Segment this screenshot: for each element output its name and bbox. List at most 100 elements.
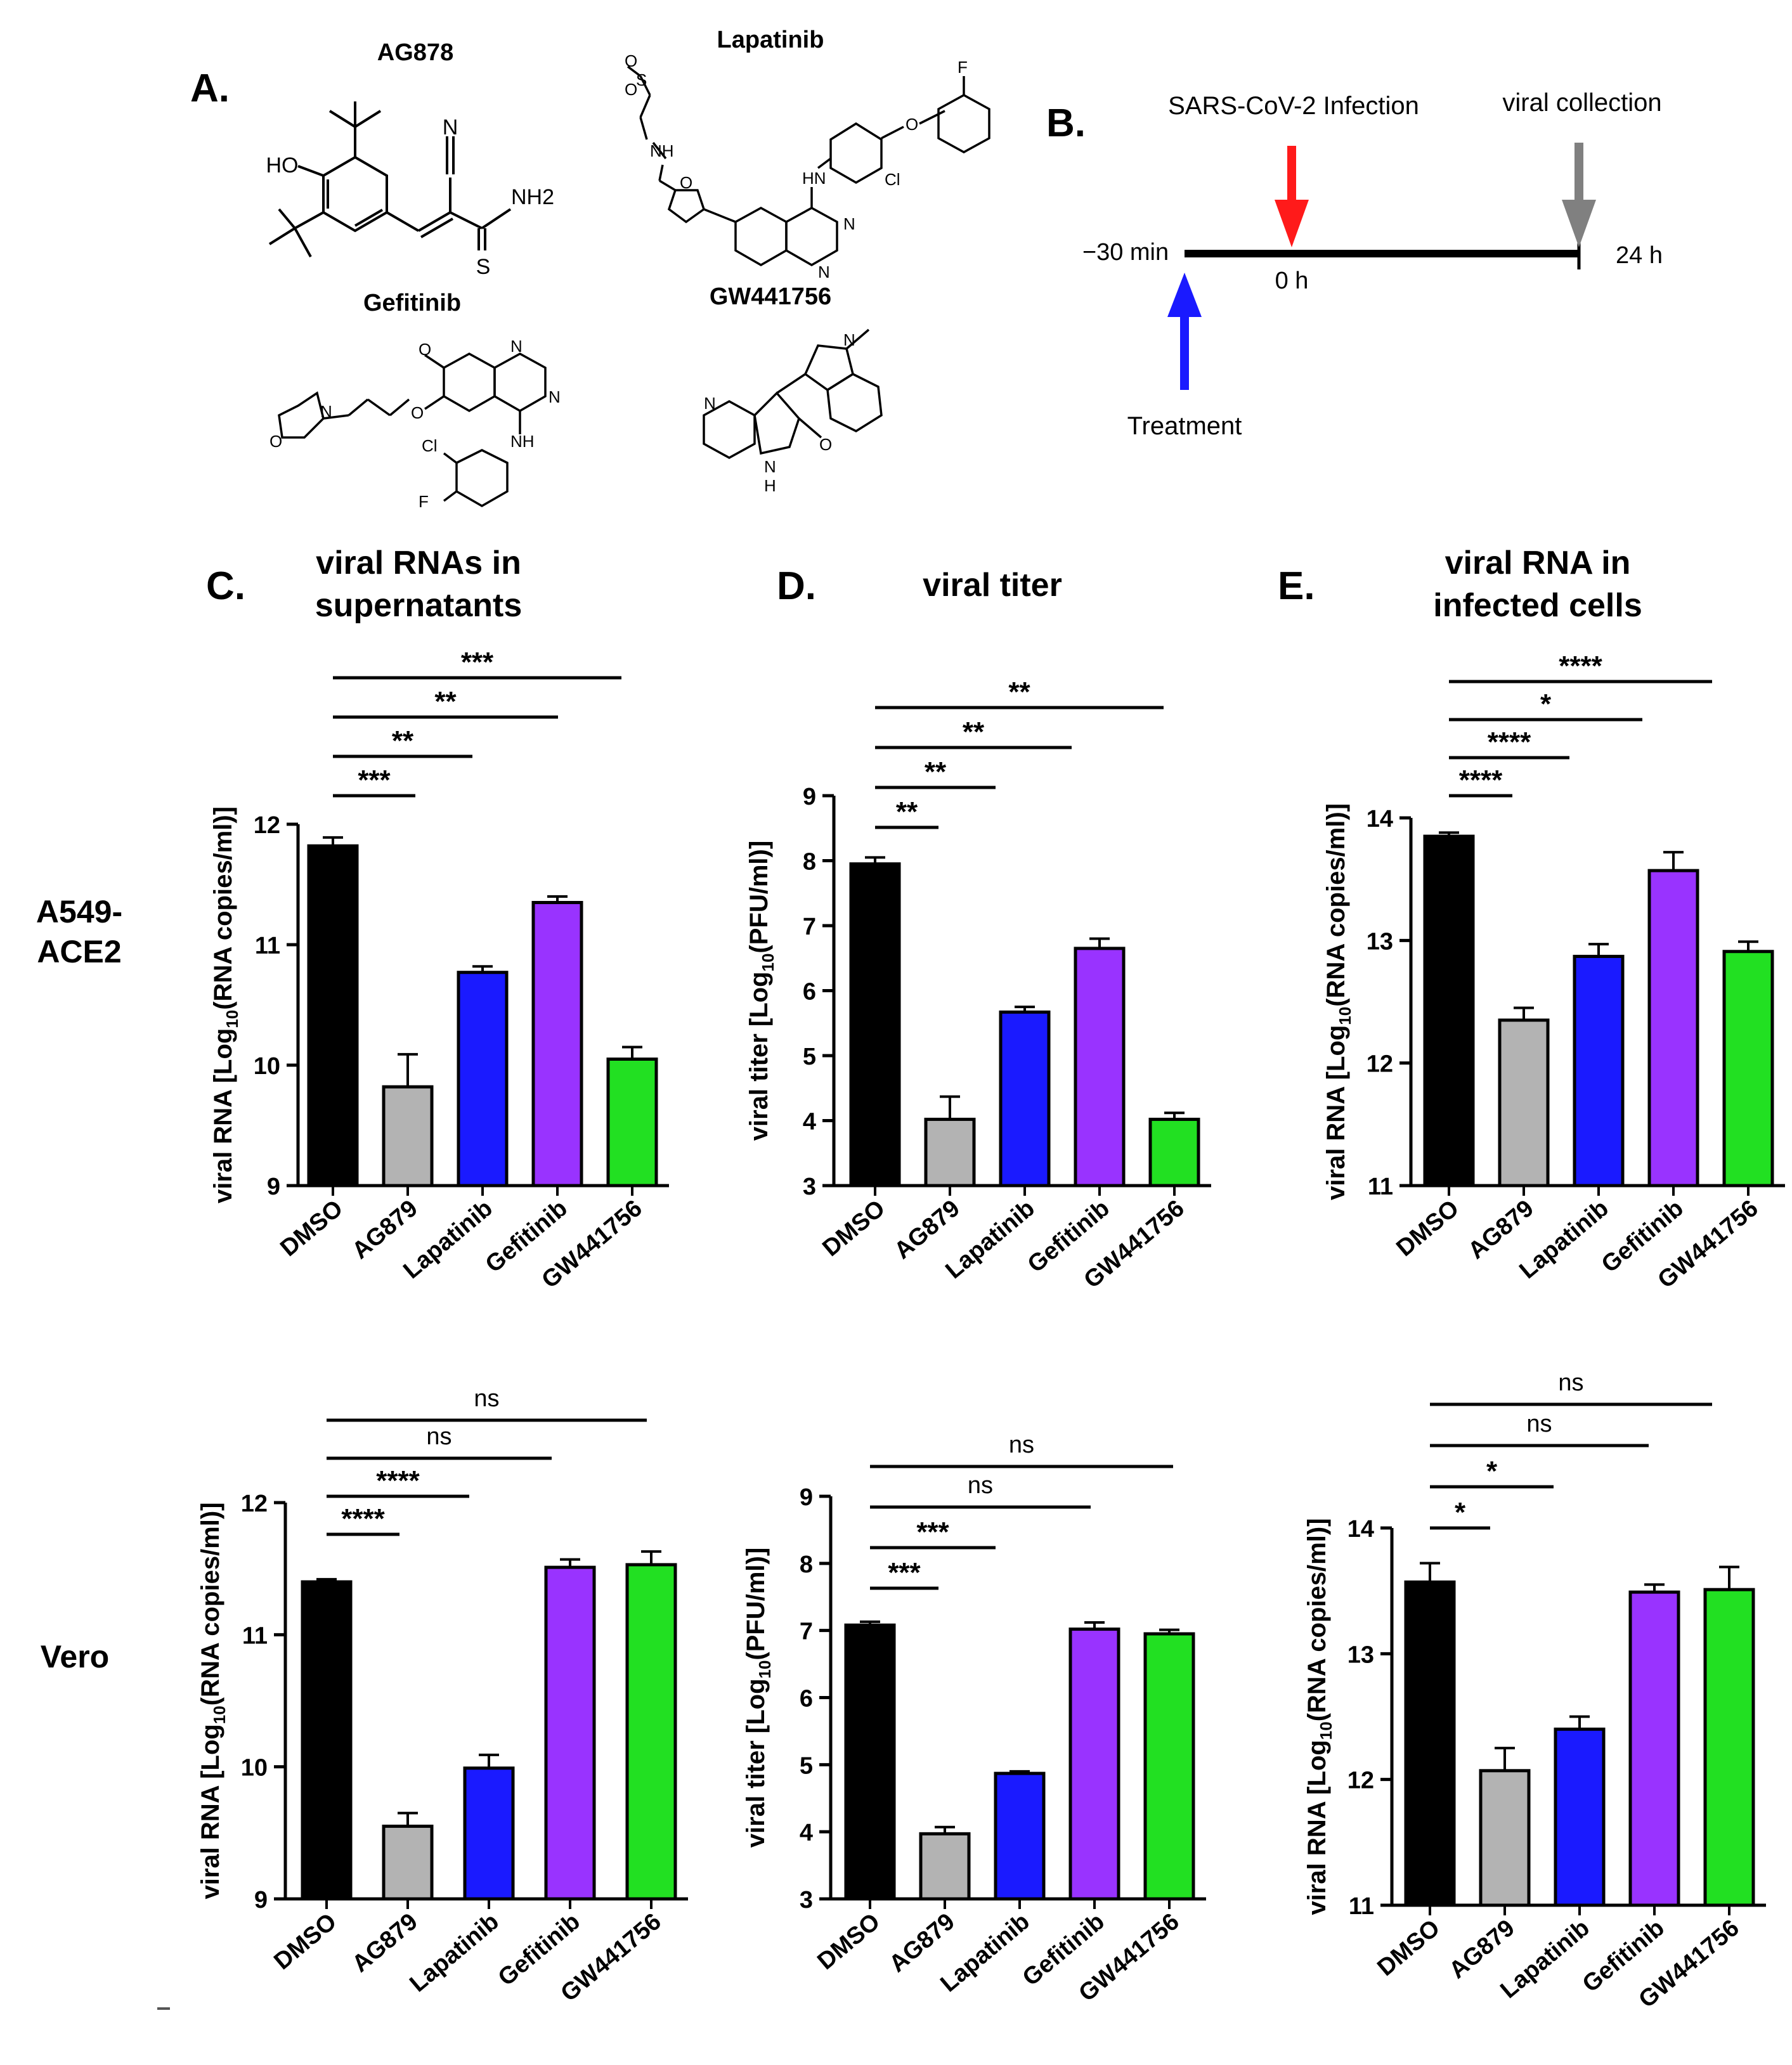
- structure-gefitinib: Gefitinib O N O O N N NH Cl F: [269, 290, 561, 511]
- timeline-end-label: 24 h: [1616, 242, 1663, 269]
- significance-label: ns: [1558, 1369, 1583, 1396]
- significance-label: *: [1486, 1456, 1498, 1487]
- x-tick-label: Lapatinib: [405, 1908, 503, 1998]
- y-tick-label: 5: [803, 1044, 816, 1070]
- x-tick-label: DMSO: [1372, 1915, 1445, 1981]
- x-tick-label: DMSO: [1391, 1195, 1464, 1262]
- significance-label: ****: [1459, 765, 1503, 796]
- y-tick-label: 4: [803, 1109, 816, 1136]
- bar: [463, 1766, 515, 1901]
- y-tick-label: 8: [803, 849, 816, 876]
- atom-label-h: H: [764, 476, 776, 495]
- y-axis-label: viral titer [Log10(PFU/ml)]: [745, 841, 777, 1141]
- y-tick-label: 13: [1347, 1641, 1374, 1668]
- atom-label-n: N: [818, 262, 830, 282]
- column-title-e-line1: viral RNA in: [1445, 545, 1631, 581]
- bar: [544, 1565, 596, 1901]
- structure-name-gefitinib: Gefitinib: [363, 290, 461, 316]
- y-tick-label: 11: [1368, 1174, 1393, 1200]
- chart-c-a549: 9 10 11 12 viral RNA [Log10(RNA copies/ml)] D…: [209, 647, 669, 1293]
- structure-name-gw441756: GW441756: [710, 283, 831, 310]
- atom-label-o-furan: O: [680, 173, 692, 192]
- structure-name-ag878: AG878: [377, 39, 453, 66]
- bar: [307, 844, 359, 1188]
- bar: [844, 1623, 896, 1901]
- significance-label: ns: [474, 1385, 499, 1412]
- y-tick-label: 7: [803, 914, 816, 940]
- atom-label-cl: Cl: [885, 170, 900, 189]
- atom-label-n: N: [510, 337, 523, 356]
- y-tick-label: 14: [1367, 806, 1393, 832]
- y-tick-label: 12: [241, 1491, 268, 1517]
- bar: [994, 1771, 1046, 1901]
- timeline-start-label: −30 min: [1082, 239, 1169, 266]
- significance-label: **: [392, 725, 414, 756]
- infection-label: SARS-CoV-2 Infection: [1168, 92, 1419, 120]
- y-tick-label: 9: [803, 784, 816, 810]
- bar: [1479, 1769, 1531, 1907]
- atom-label-n: N: [843, 214, 855, 233]
- bar: [606, 1058, 658, 1188]
- x-tick-label: DMSO: [269, 1908, 341, 1975]
- y-tick-label: 13: [1367, 928, 1393, 955]
- y-tick-label: 5: [800, 1752, 813, 1779]
- atom-label-o-morpholine: O: [269, 432, 282, 451]
- atom-label-f: F: [958, 58, 968, 77]
- significance-label: ns: [968, 1472, 993, 1499]
- atom-label-n-pyridine: N: [704, 394, 716, 413]
- significance-label: ***: [461, 647, 494, 678]
- x-tick-label: DMSO: [275, 1195, 347, 1262]
- treatment-arrow-icon: [1167, 273, 1202, 390]
- y-axis-label: viral RNA [Log10(RNA copies/ml)]: [209, 806, 242, 1203]
- atom-label-n: N: [443, 115, 458, 139]
- bar: [1628, 1590, 1680, 1907]
- y-tick-label: 12: [254, 812, 280, 839]
- column-title-e-line2: infected cells: [1433, 587, 1642, 624]
- y-tick-label: 9: [267, 1174, 280, 1200]
- column-title-c-line2: supernatants: [315, 587, 523, 624]
- y-tick-label: 9: [800, 1484, 813, 1511]
- panel-letter-e: E.: [1278, 564, 1315, 608]
- panel-letter-a: A.: [190, 67, 230, 110]
- significance-label: *: [1540, 689, 1552, 720]
- atom-label-o-methoxy: O: [419, 340, 431, 359]
- atom-label-s: S: [476, 255, 491, 279]
- y-axis-label: viral RNA [Log10(RNA copies/ml)]: [1322, 803, 1354, 1200]
- y-tick-label: 11: [255, 933, 280, 959]
- atom-label-o: O: [625, 51, 637, 70]
- atom-label-n-morpholine: N: [320, 402, 332, 421]
- bar: [382, 1085, 434, 1188]
- bar: [301, 1580, 353, 1901]
- significance-label: ****: [341, 1503, 385, 1534]
- bar: [999, 1010, 1051, 1188]
- y-tick-label: 6: [800, 1686, 813, 1712]
- panel-letter-c: C.: [206, 564, 245, 608]
- structure-gw441756: GW441756 N O N H N: [703, 283, 883, 495]
- atom-label-s: S: [636, 70, 647, 89]
- significance-label: ns: [426, 1423, 451, 1450]
- row-label-a549-line1: A549-: [36, 894, 122, 929]
- panel-letter-d: D.: [777, 564, 816, 608]
- bar: [1148, 1117, 1200, 1188]
- y-tick-label: 10: [254, 1053, 280, 1080]
- atom-label-n: N: [549, 387, 561, 406]
- bar: [919, 1832, 971, 1901]
- atom-label-o: O: [819, 435, 832, 454]
- row-label-a549-line2: ACE2: [37, 934, 121, 969]
- y-tick-label: 10: [241, 1755, 268, 1782]
- y-tick-label: 7: [800, 1619, 813, 1645]
- collection-label: viral collection: [1502, 89, 1661, 117]
- chart-c-vero: 9 10 11 12 viral RNA [Log10(RNA copies/ml)] D…: [197, 1385, 688, 2007]
- panel-letter-b: B.: [1046, 101, 1086, 145]
- bar: [1573, 954, 1625, 1188]
- significance-label: ***: [358, 765, 391, 796]
- significance-label: ***: [888, 1557, 921, 1588]
- bar: [1423, 834, 1475, 1188]
- column-title-d: viral titer: [923, 567, 1062, 604]
- column-title-c-line1: viral RNAs in: [316, 545, 521, 581]
- atom-label-o-link: O: [411, 403, 424, 422]
- y-tick-label: 9: [254, 1887, 268, 1913]
- y-tick-label: 4: [800, 1820, 813, 1846]
